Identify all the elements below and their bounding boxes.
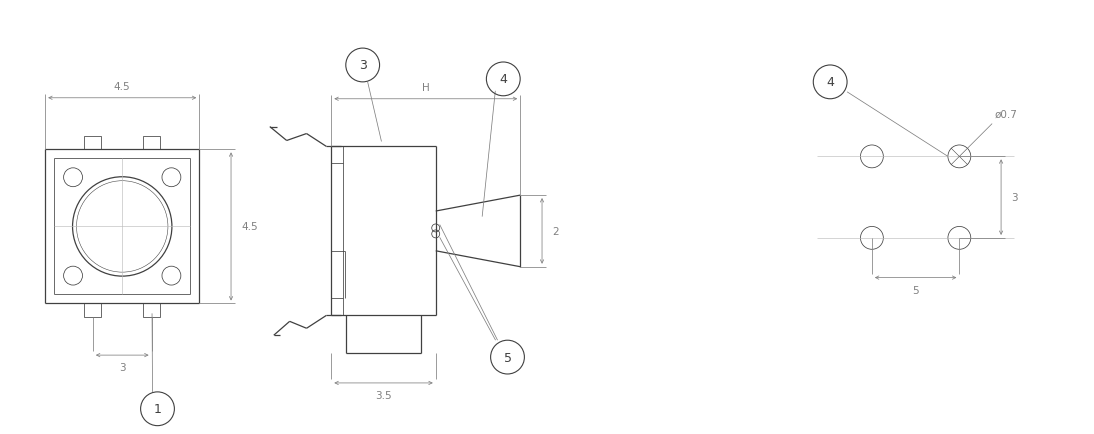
- Text: 5: 5: [912, 285, 919, 295]
- Bar: [84, 304, 102, 318]
- Text: 5: 5: [503, 351, 512, 364]
- Bar: [84, 136, 102, 150]
- Text: 3.5: 3.5: [375, 390, 392, 400]
- Bar: [143, 136, 160, 150]
- Text: 1: 1: [153, 402, 162, 415]
- Text: 4: 4: [499, 73, 508, 86]
- Bar: [143, 304, 160, 318]
- Text: 4.5: 4.5: [114, 82, 130, 92]
- Text: 4: 4: [826, 76, 834, 89]
- Text: 3: 3: [359, 59, 366, 72]
- Text: 4.5: 4.5: [241, 222, 257, 232]
- Text: H: H: [422, 82, 430, 92]
- Text: 3: 3: [119, 362, 126, 372]
- Text: 3: 3: [1011, 193, 1017, 203]
- Text: 2: 2: [552, 227, 559, 237]
- Text: ø0.7: ø0.7: [994, 109, 1017, 119]
